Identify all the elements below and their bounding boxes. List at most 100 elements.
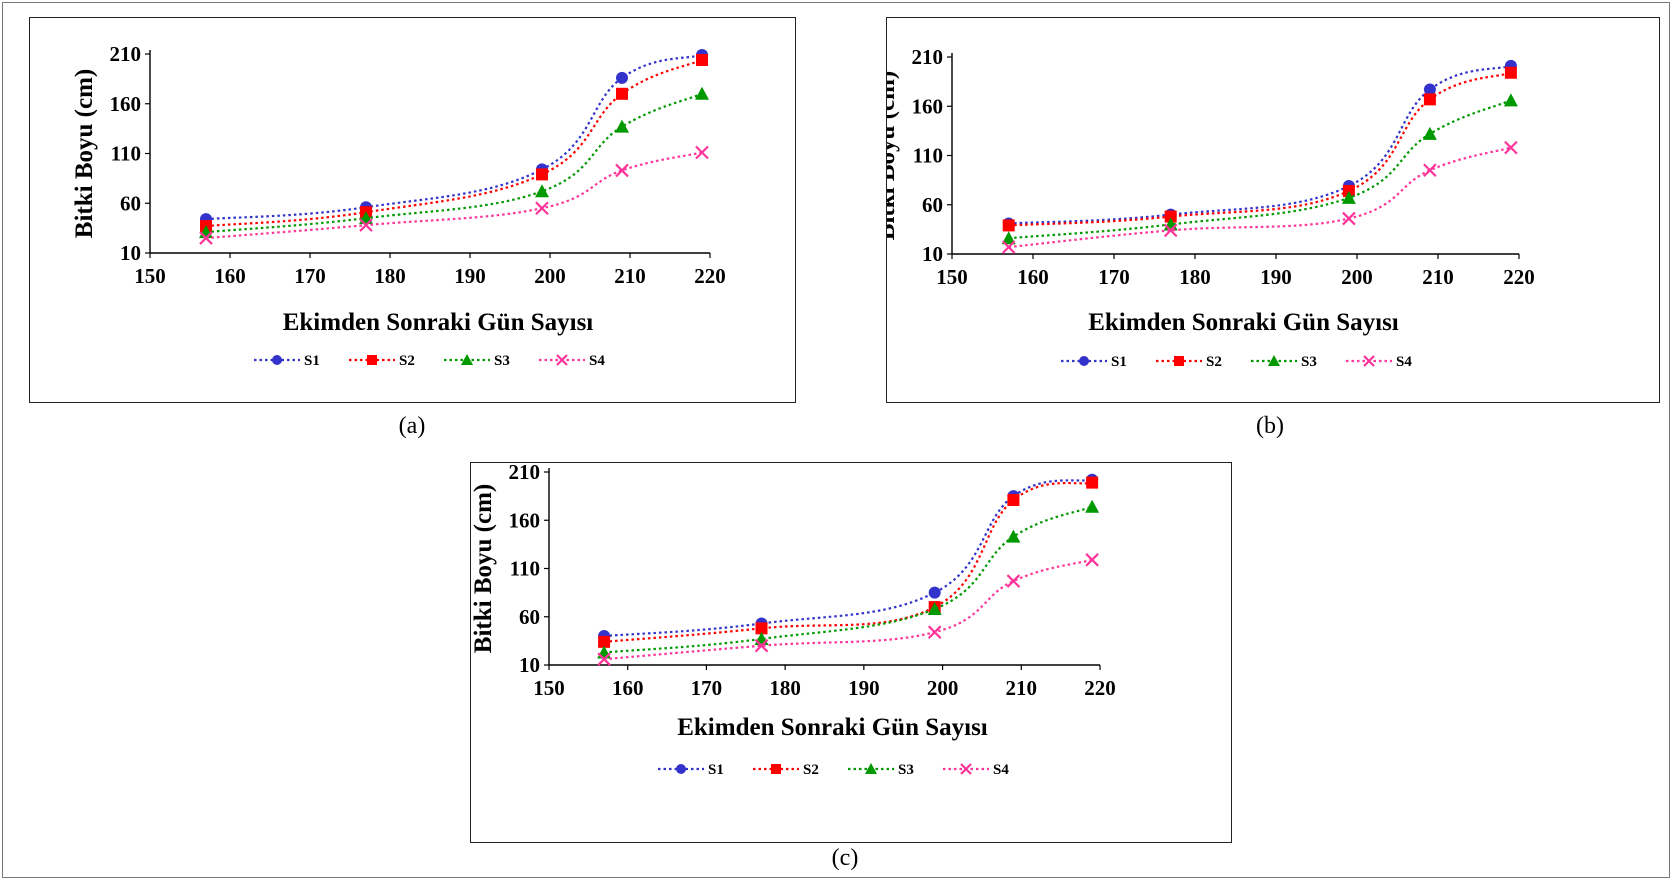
x-tick-label: 150 — [936, 265, 968, 289]
data-point-s1 — [616, 71, 628, 84]
series-s3 — [597, 499, 1100, 659]
series-line-s4 — [604, 558, 1093, 661]
chart-svg: 150 160 170 180 190 200 210 220 10 60 110 160 210 Eki… — [471, 463, 1116, 778]
y-tick-label: 10 — [519, 653, 540, 677]
x-tick-label: 200 — [927, 676, 959, 700]
legend-label-s3: S3 — [1301, 354, 1317, 370]
series-line-s3 — [1008, 99, 1512, 240]
x-tick-label: 210 — [1006, 676, 1037, 700]
x-tick-label: 210 — [614, 264, 646, 288]
data-point-s2 — [536, 168, 548, 181]
series-s4 — [597, 553, 1099, 666]
data-point-s2 — [1423, 93, 1436, 106]
data-point-s4 — [1006, 574, 1021, 588]
data-point-s3 — [535, 184, 549, 198]
x-tick-label: 220 — [1084, 676, 1116, 700]
legend-label-s4: S4 — [1396, 354, 1412, 370]
x-tick-label: 210 — [1422, 265, 1454, 289]
data-point-s3 — [1503, 93, 1518, 107]
y-tick-label: 10 — [120, 241, 141, 265]
data-point-s1 — [1423, 83, 1436, 96]
legend: S1 S2 S3 S4 — [254, 353, 605, 369]
series-s4 — [199, 145, 709, 245]
legend-label-s1: S1 — [1111, 354, 1127, 370]
chart-panel-c: 150 160 170 180 190 200 210 220 10 60 110 160 210 Eki… — [470, 462, 1232, 843]
y-tick-label: 210 — [110, 42, 142, 66]
caption-c: (c) — [831, 845, 859, 871]
x-tick-label: 200 — [534, 264, 566, 288]
series-s3 — [199, 86, 709, 239]
data-point-s4 — [1342, 211, 1356, 226]
data-point-s2 — [1504, 66, 1517, 79]
x-tick-label: 170 — [691, 676, 723, 700]
series-s2 — [1002, 66, 1517, 232]
y-tick-label: 110 — [111, 142, 141, 166]
legend-marker-s2 — [367, 355, 377, 365]
data-point-s3 — [1006, 529, 1021, 543]
legend-label-s4: S4 — [589, 353, 605, 369]
chart-svg: 150 160 170 180 190 200 210 220 10 60 110 160 210 Eki… — [887, 45, 1535, 370]
series-line-s4 — [205, 151, 703, 240]
caption-a: (a) — [398, 413, 426, 439]
y-tick-label: 160 — [912, 94, 944, 118]
x-axis-title: Ekimden Sonraki Gün Sayısı — [283, 309, 594, 336]
legend-marker-s1 — [272, 355, 282, 365]
data-point-s3 — [1001, 231, 1016, 245]
data-point-s4 — [1423, 163, 1437, 178]
y-tick-label: 160 — [509, 508, 541, 532]
data-point-s3 — [695, 86, 709, 100]
x-tick-label: 220 — [1503, 265, 1535, 289]
y-tick-label: 60 — [519, 605, 540, 629]
y-axis-title: Bitki Boyu (cm) — [71, 69, 98, 238]
y-tick-label: 10 — [922, 242, 943, 266]
series-s3 — [1001, 93, 1518, 245]
data-point-s4 — [754, 638, 769, 653]
series-line-s2 — [1008, 71, 1512, 227]
y-tick-label: 60 — [120, 191, 141, 215]
x-tick-label: 200 — [1341, 265, 1373, 289]
x-axis-title: Ekimden Sonraki Gün Sayısı — [677, 714, 988, 741]
legend-label-s3: S3 — [494, 353, 510, 369]
y-axis-title: Bitki Boyu (cm) — [471, 484, 497, 653]
x-tick-label: 180 — [374, 264, 406, 288]
y-tick-label: 110 — [510, 557, 540, 581]
series-line-s1 — [205, 53, 703, 221]
legend-marker-s4 — [556, 354, 568, 366]
data-point-s2 — [1007, 493, 1020, 506]
x-axis-title: Ekimden Sonraki Gün Sayısı — [1088, 309, 1399, 336]
legend-label-s1: S1 — [708, 762, 724, 778]
chart-svg: 150 160 170 180 190 200 210 220 10 60 110 160 210 Eki… — [71, 42, 726, 369]
x-tick-label: 180 — [1179, 265, 1211, 289]
x-tick-label: 160 — [1017, 265, 1049, 289]
legend-marker-s4 — [960, 763, 972, 775]
x-tick-label: 160 — [214, 264, 246, 288]
legend-label-s2: S2 — [399, 353, 415, 369]
caption-b: (b) — [1256, 413, 1284, 439]
y-tick-label: 210 — [912, 45, 944, 69]
data-point-s4 — [1163, 223, 1178, 238]
x-tick-label: 220 — [694, 264, 726, 288]
series-s4 — [1001, 140, 1518, 254]
legend-marker-s1 — [676, 764, 686, 774]
series-s2 — [200, 53, 708, 233]
data-point-s4 — [1001, 240, 1016, 254]
y-tick-label: 160 — [110, 92, 142, 116]
x-tick-label: 160 — [612, 676, 644, 700]
x-tick-label: 190 — [848, 676, 880, 700]
legend-marker-s3 — [1268, 355, 1280, 366]
series-s2 — [598, 476, 1099, 648]
data-point-s2 — [598, 635, 611, 648]
x-tick-label: 150 — [134, 264, 166, 288]
series-line-s2 — [604, 481, 1093, 643]
data-point-s3 — [1085, 499, 1100, 513]
legend: S1 S2 S3 S4 — [658, 762, 1009, 778]
series-s1 — [1002, 59, 1517, 230]
data-point-s3 — [615, 119, 629, 133]
legend-label-s2: S2 — [803, 762, 819, 778]
data-point-s4 — [615, 163, 629, 178]
y-tick-label: 110 — [913, 144, 943, 168]
x-tick-label: 150 — [533, 676, 565, 700]
data-point-s1 — [928, 586, 941, 599]
legend: S1 S2 S3 S4 — [1061, 354, 1412, 370]
